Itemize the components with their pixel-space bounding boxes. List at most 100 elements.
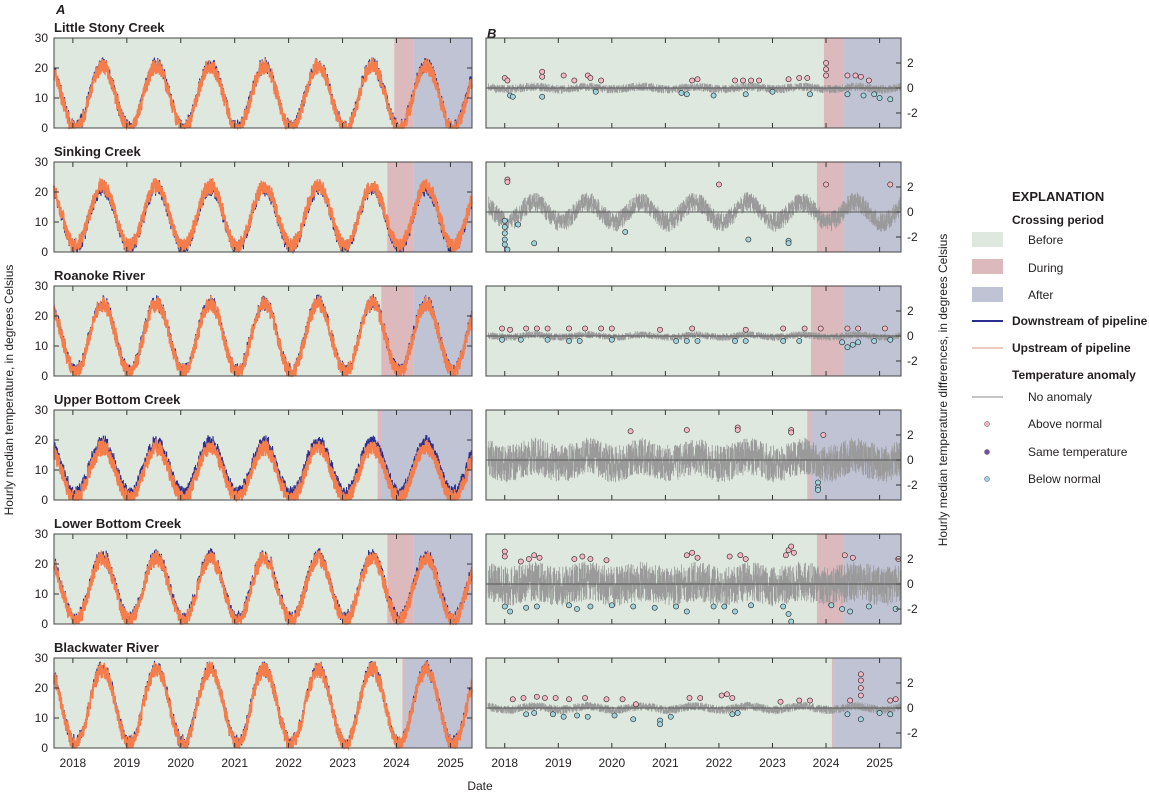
y-tick-label: 10 <box>35 91 49 105</box>
below-normal-point <box>560 713 567 720</box>
below-normal-point <box>683 91 690 98</box>
y-tick-label: 0 <box>907 81 914 95</box>
above-normal-point <box>504 179 511 185</box>
y-tick-label: 0 <box>41 245 48 259</box>
below-normal-point <box>566 338 572 344</box>
legend-before-swatch <box>972 232 1003 247</box>
above-normal-point <box>587 75 594 81</box>
above-normal-point <box>887 181 894 188</box>
legend-downstream-label: Downstream of pipeline <box>1012 314 1148 328</box>
below-normal-point <box>683 338 690 344</box>
below-normal-point <box>847 608 854 615</box>
during-period-shade <box>816 162 844 252</box>
above-normal-point <box>517 558 524 565</box>
legend-same-label: Same temperature <box>1028 445 1128 459</box>
legend-anomaly-heading: Temperature anomaly <box>1012 368 1136 382</box>
below-normal-point <box>742 338 749 344</box>
during-period-shade <box>831 658 835 748</box>
above-normal-point <box>598 77 605 84</box>
no-anomaly-band <box>487 437 902 483</box>
below-normal-point <box>732 338 738 344</box>
above-normal-point <box>536 554 543 561</box>
above-normal-point <box>785 76 792 83</box>
after-period-shade <box>843 38 901 128</box>
above-normal-point <box>841 552 848 559</box>
below-normal-point <box>839 339 845 346</box>
y-tick-label: 10 <box>35 215 49 229</box>
above-normal-point <box>627 428 634 435</box>
above-normal-point <box>718 692 725 699</box>
above-normal-point <box>857 677 864 684</box>
x-axis-label: Date <box>467 779 493 793</box>
above-normal-point <box>619 696 626 703</box>
above-normal-point <box>844 325 851 332</box>
y-tick-label: -2 <box>907 354 918 368</box>
legend-no-anomaly-label: No anomaly <box>1028 390 1092 404</box>
x-tick-label: 2022 <box>706 756 733 770</box>
x-tick-label: 2019 <box>545 756 572 770</box>
below-normal-point <box>501 230 508 237</box>
above-normal-point <box>729 695 736 701</box>
below-normal-point <box>523 711 530 718</box>
below-normal-point <box>742 91 749 98</box>
above-normal-point <box>560 72 567 79</box>
below-normal-point <box>839 606 845 612</box>
panel-frame <box>485 161 902 253</box>
below-normal-point <box>587 603 594 610</box>
x-tick-label: 2025 <box>437 756 464 770</box>
below-normal-point <box>734 710 741 716</box>
above-normal-point <box>523 325 530 332</box>
y-tick-label: 20 <box>35 61 49 75</box>
above-normal-point <box>598 325 605 332</box>
x-tick-label: 2024 <box>383 756 410 770</box>
above-normal-point <box>823 66 829 73</box>
x-tick-label: 2020 <box>598 756 625 770</box>
above-normal-point <box>791 549 797 556</box>
site-title: Lower Bottom Creek <box>54 516 182 531</box>
above-normal-point <box>852 72 859 79</box>
above-normal-point <box>533 325 540 332</box>
panel-frame <box>485 409 902 501</box>
during-period-shade <box>402 658 405 748</box>
y-tick-label: 2 <box>907 180 914 194</box>
below-normal-point <box>499 336 505 343</box>
panel-frame <box>53 409 473 501</box>
above-normal-point <box>857 73 864 80</box>
above-normal-point <box>633 701 639 708</box>
above-normal-point <box>689 549 696 556</box>
above-normal-point <box>849 554 856 561</box>
y-tick-label: 0 <box>907 205 914 219</box>
below-normal-point <box>748 602 754 609</box>
above-normal-point <box>552 695 559 701</box>
below-normal-point <box>745 236 752 243</box>
above-normal-point <box>571 77 578 84</box>
panel-frame <box>485 657 902 749</box>
above-normal-point <box>694 554 701 561</box>
above-normal-point <box>587 556 594 562</box>
temperature-panel: 0 10 20 30 <box>35 527 473 631</box>
below-normal-point <box>796 338 803 344</box>
above-normal-point <box>566 325 572 332</box>
below-normal-point <box>576 338 583 344</box>
y-tick-label: 0 <box>907 329 914 343</box>
upstream-series-line <box>53 177 473 253</box>
above-normal-point <box>780 325 787 332</box>
above-normal-point <box>694 76 701 83</box>
temperature-panel: 0 10 20 30 2018 2019 2020 2021 2022 2023 2024 2025 <box>35 651 473 770</box>
above-normal-point <box>788 429 795 436</box>
above-normal-point <box>603 557 610 564</box>
y-tick-label: 30 <box>35 651 49 665</box>
below-normal-point <box>807 91 813 98</box>
below-normal-point <box>622 229 629 235</box>
below-normal-point <box>501 603 508 610</box>
above-normal-point <box>732 77 738 84</box>
panel-frame <box>53 161 473 253</box>
below-normal-point <box>584 713 591 720</box>
below-normal-point <box>857 716 864 723</box>
difference-panel: 2 0 -2 <box>485 533 918 625</box>
